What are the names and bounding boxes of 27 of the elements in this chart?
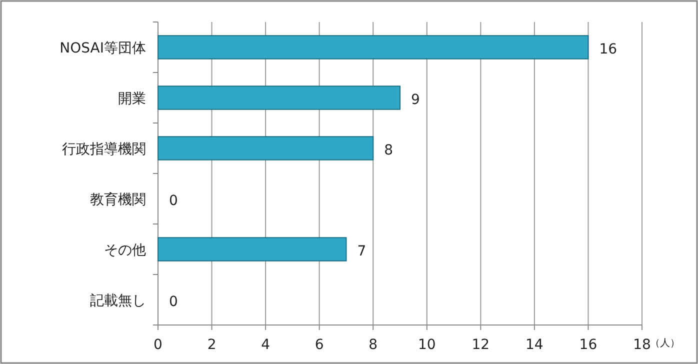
bar	[158, 35, 589, 60]
y-tick-label: 開業	[118, 90, 146, 107]
y-tick-label: 教育機関	[90, 190, 146, 208]
data-label: 16	[599, 41, 618, 58]
x-tick-label: 18	[633, 337, 651, 353]
y-tick-label: 行政指導機関	[62, 141, 146, 158]
data-label: 7	[357, 243, 366, 260]
x-tick-label: 6	[314, 337, 324, 353]
x-tick-label: 0	[154, 337, 162, 353]
x-axis-title: （人）	[650, 338, 680, 349]
y-tick-label: NOSAI等団体	[60, 40, 146, 56]
x-tick-label: 10	[418, 337, 436, 353]
x-tick-label: 12	[472, 337, 490, 353]
y-tick-label: その他	[104, 242, 146, 258]
data-label: 0	[169, 192, 178, 209]
y-tick-label: 記載無し	[90, 292, 146, 309]
bar	[158, 237, 347, 262]
data-label: 8	[384, 142, 394, 158]
bar	[158, 136, 374, 160]
x-tick-label: 14	[526, 337, 544, 353]
data-label: 9	[411, 92, 420, 108]
x-tick-label: 2	[207, 337, 216, 353]
data-label: 0	[169, 294, 178, 310]
x-tick-label: 8	[368, 337, 378, 353]
x-tick-label: 4	[261, 337, 270, 353]
bar	[158, 86, 400, 110]
x-tick-label: 16	[579, 337, 598, 353]
